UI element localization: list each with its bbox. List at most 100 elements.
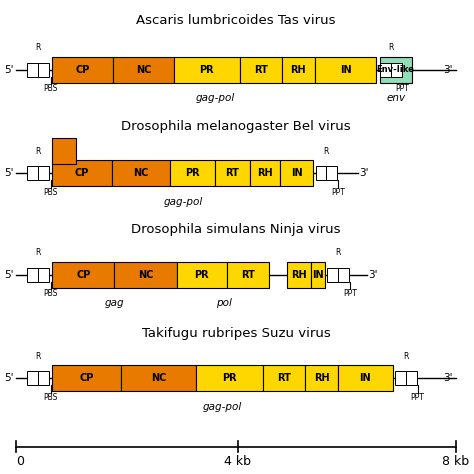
Bar — [38, 371, 49, 385]
Text: Env-like: Env-like — [377, 65, 415, 74]
Text: 3': 3' — [443, 374, 453, 383]
Bar — [112, 160, 170, 186]
Text: 5': 5' — [4, 65, 13, 75]
Bar — [121, 365, 196, 392]
Text: 5': 5' — [4, 270, 13, 280]
Text: R: R — [388, 43, 393, 52]
Text: PBS: PBS — [44, 84, 58, 93]
Bar — [52, 262, 114, 288]
Text: 0: 0 — [16, 455, 24, 468]
Text: RT: RT — [226, 168, 239, 178]
Text: U3: U3 — [317, 171, 325, 176]
Bar — [27, 371, 38, 385]
Text: 4 kb: 4 kb — [224, 455, 251, 468]
Text: RT: RT — [241, 270, 255, 280]
Bar — [52, 138, 76, 164]
Bar — [380, 63, 391, 77]
Text: gag-pol: gag-pol — [195, 93, 235, 103]
Text: R: R — [36, 248, 41, 257]
Text: NC: NC — [138, 270, 154, 280]
Text: NC: NC — [151, 374, 166, 383]
Bar — [338, 365, 393, 392]
Text: R: R — [403, 352, 409, 361]
Text: NC: NC — [133, 168, 149, 178]
Text: env: env — [386, 93, 405, 103]
Text: U5: U5 — [39, 171, 48, 176]
Text: Ascaris lumbricoides Tas virus: Ascaris lumbricoides Tas virus — [136, 14, 336, 27]
Text: PR: PR — [222, 374, 237, 383]
Text: U5: U5 — [407, 376, 416, 381]
Bar — [338, 268, 349, 282]
Text: RH: RH — [257, 168, 273, 178]
Text: PPT: PPT — [410, 393, 425, 402]
Bar — [113, 57, 174, 82]
Text: PBS: PBS — [44, 289, 58, 298]
Text: gag-pol: gag-pol — [164, 197, 202, 207]
Bar — [406, 371, 417, 385]
Text: 8 kb: 8 kb — [442, 455, 470, 468]
Text: PR: PR — [185, 168, 200, 178]
Bar — [52, 365, 121, 392]
Text: gag: gag — [104, 298, 124, 308]
Bar — [327, 268, 338, 282]
Text: CP: CP — [75, 65, 90, 75]
Bar — [52, 57, 113, 82]
Bar — [174, 57, 240, 82]
Bar — [395, 371, 406, 385]
Bar — [215, 160, 250, 186]
Text: PBS: PBS — [44, 393, 58, 402]
Text: RH: RH — [314, 374, 329, 383]
Bar — [52, 160, 112, 186]
Text: R: R — [324, 147, 329, 156]
Bar — [177, 262, 227, 288]
Text: PPT: PPT — [343, 289, 356, 298]
Text: IN: IN — [312, 270, 324, 280]
Text: IN: IN — [340, 65, 351, 75]
Text: Takifugu rubripes Suzu virus: Takifugu rubripes Suzu virus — [142, 327, 330, 340]
Text: PR: PR — [200, 65, 214, 75]
Bar — [170, 160, 215, 186]
Text: U5: U5 — [328, 171, 336, 176]
Text: pol: pol — [216, 298, 232, 308]
Bar — [380, 57, 411, 82]
Bar — [263, 365, 305, 392]
Text: CP: CP — [75, 168, 89, 178]
Text: U3: U3 — [28, 67, 37, 72]
Bar — [240, 57, 282, 82]
Text: U3: U3 — [28, 171, 37, 176]
Bar — [311, 262, 325, 288]
Bar — [316, 166, 326, 181]
Text: RH: RH — [292, 270, 307, 280]
Text: U3: U3 — [328, 272, 337, 277]
Text: 3': 3' — [368, 270, 378, 280]
Bar — [305, 365, 338, 392]
Text: 5': 5' — [4, 168, 13, 178]
Bar — [281, 160, 313, 186]
Text: R: R — [335, 248, 341, 257]
Text: CP: CP — [80, 374, 94, 383]
Text: U3: U3 — [396, 376, 405, 381]
Text: PR: PR — [195, 270, 209, 280]
Text: PBS: PBS — [44, 188, 58, 197]
Bar — [227, 262, 269, 288]
Text: U5: U5 — [339, 272, 347, 277]
Text: U3: U3 — [28, 272, 37, 277]
Text: RT: RT — [277, 374, 291, 383]
Text: Drosophila simulans Ninja virus: Drosophila simulans Ninja virus — [131, 223, 341, 237]
Text: gag-pol: gag-pol — [203, 401, 242, 412]
Text: NC: NC — [136, 65, 151, 75]
Text: 3': 3' — [443, 65, 453, 75]
Bar — [287, 262, 311, 288]
Text: U5: U5 — [39, 67, 48, 72]
Text: CP: CP — [76, 270, 91, 280]
Bar — [196, 365, 263, 392]
Bar — [114, 262, 177, 288]
Bar — [315, 57, 376, 82]
Text: U5: U5 — [39, 272, 48, 277]
Bar — [282, 57, 315, 82]
Text: 3': 3' — [359, 168, 369, 178]
Text: PPT: PPT — [331, 188, 345, 197]
Text: PPT: PPT — [396, 84, 410, 93]
Text: U3: U3 — [28, 376, 37, 381]
Text: R: R — [36, 43, 41, 52]
